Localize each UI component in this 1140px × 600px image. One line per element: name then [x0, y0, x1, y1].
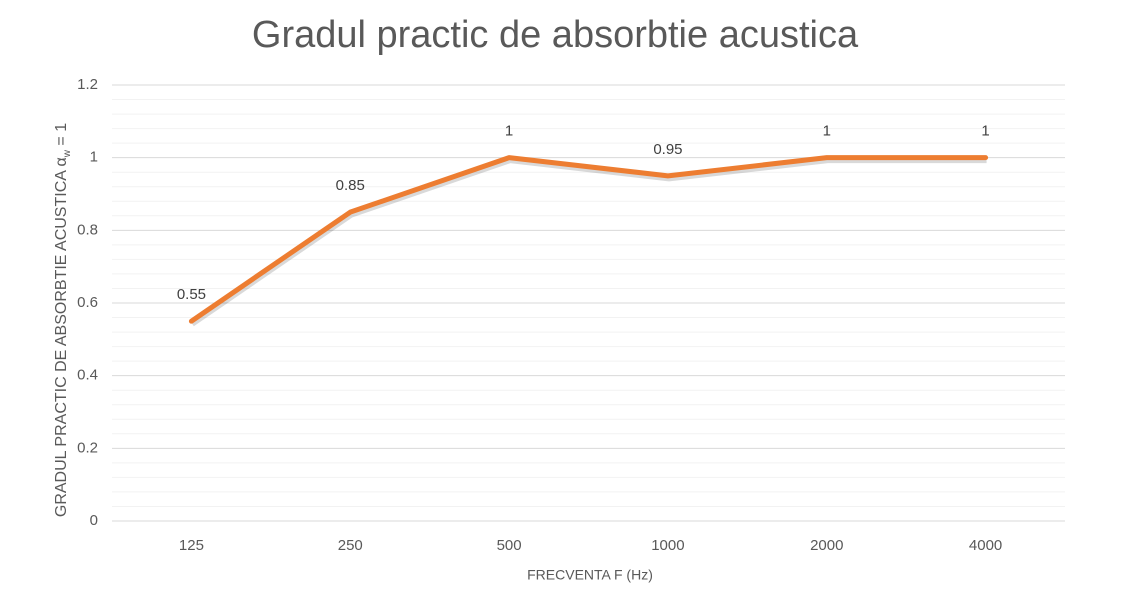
data-label: 0.85 [336, 177, 365, 194]
data-label: 0.55 [177, 286, 206, 303]
x-tick-label: 4000 [969, 537, 1002, 554]
y-tick-label: 0.4 [77, 367, 98, 384]
data-label: 1 [823, 123, 831, 140]
y-axis-label: GRADUL PRACTIC DE ABSORBTIE ACUSTICA αw … [53, 123, 72, 517]
chart-title: Gradul practic de absorbtie acustica [252, 14, 859, 56]
series-line [188, 155, 989, 324]
x-axis-label: FRECVENTA F (Hz) [527, 567, 653, 583]
x-tick-label: 250 [338, 537, 363, 554]
y-axis-label-suffix: = 1 [53, 123, 70, 150]
y-tick-label: 1 [90, 149, 98, 166]
y-tick-label: 0.2 [77, 439, 98, 456]
y-axis-label-text: GRADUL PRACTIC DE ABSORBTIE ACUSTICA α [53, 157, 70, 517]
x-tick-label: 2000 [810, 537, 843, 554]
x-tick-label: 1000 [651, 537, 684, 554]
x-tick-label: 125 [179, 537, 204, 554]
y-tick-label: 0.8 [77, 221, 98, 238]
data-label: 1 [505, 123, 513, 140]
y-tick-label: 1.2 [77, 76, 98, 93]
y-axis-label-subscript: w [62, 149, 73, 158]
x-tick-label: 500 [497, 537, 522, 554]
y-tick-label: 0 [90, 512, 98, 529]
data-label: 1 [981, 123, 989, 140]
data-label: 0.95 [653, 141, 682, 158]
line-shadow [191, 158, 987, 327]
y-tick-label: 0.6 [77, 294, 98, 311]
